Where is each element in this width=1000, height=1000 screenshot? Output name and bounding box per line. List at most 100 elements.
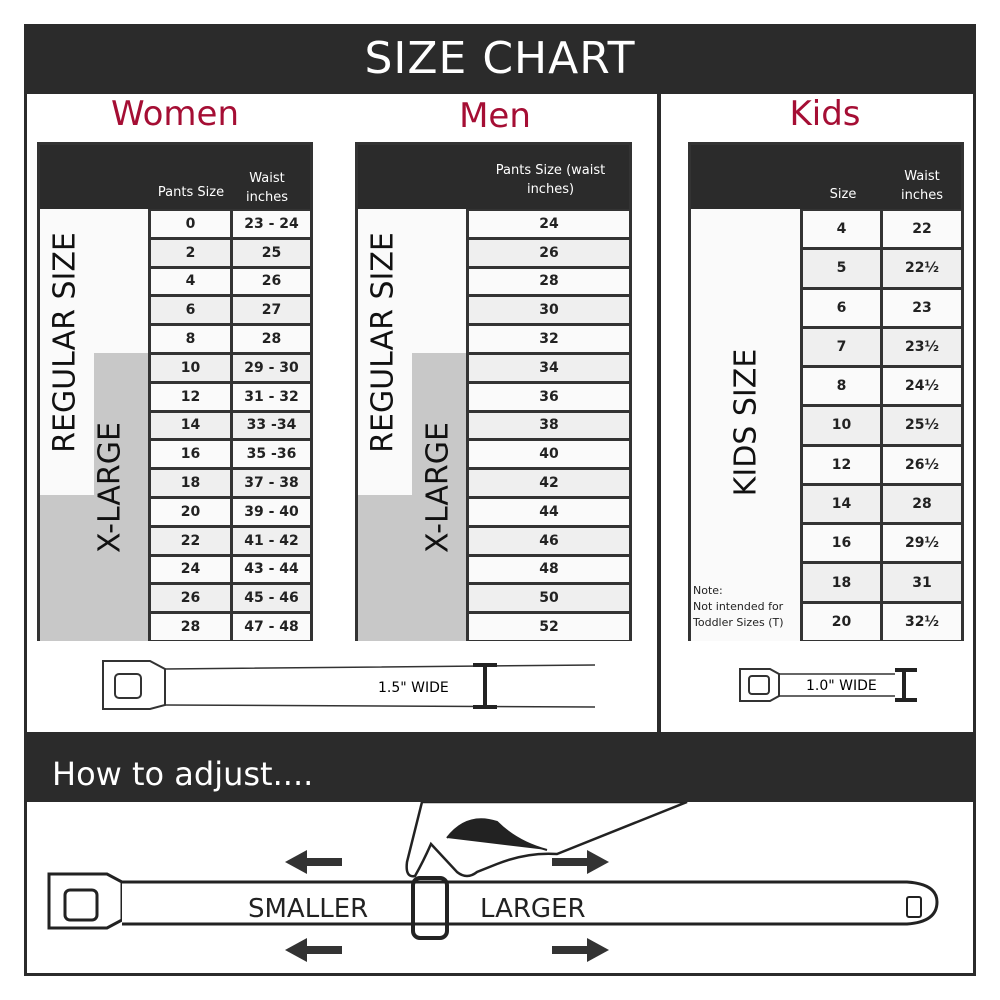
note-title: Note: [693, 584, 723, 597]
women-pants-size-cell: 10 [151, 355, 230, 381]
kids-size-cell: 8 [803, 368, 880, 405]
women-waist-cell: 41 - 42 [233, 527, 310, 554]
women-pants-size-cell: 8 [151, 326, 230, 352]
larger-label: LARGER [480, 894, 586, 924]
women-pants-size-cell: 4 [151, 268, 230, 295]
kids-waist-cell: 24½ [883, 368, 961, 405]
women-pants-size-cell: 28 [151, 614, 230, 640]
women-belt-width-label: 1.5" WIDE [378, 680, 449, 696]
women-pants-size-cell: 20 [151, 499, 230, 525]
kids-size-cell: 14 [803, 485, 880, 523]
men-pants-size-cell: 44 [469, 499, 629, 525]
men-pants-size-cell: 52 [469, 614, 629, 640]
page-title: SIZE CHART [24, 24, 976, 94]
kids-col-size: Size [829, 187, 857, 202]
kids-heading: Kids [789, 94, 861, 134]
women-xlarge-block-lower [40, 495, 148, 641]
kids-size-cell: 7 [803, 328, 880, 366]
women-waist-cell: 27 [233, 297, 310, 324]
kids-waist-cell: 29½ [883, 525, 961, 562]
men-xlarge-block-lower [358, 495, 466, 641]
kids-size-cell: 10 [803, 407, 880, 444]
kids-size-cell: 12 [803, 446, 880, 483]
women-regular-label: REGULAR SIZE [47, 232, 83, 453]
kids-waist-cell: 25½ [883, 407, 961, 444]
women-pants-size-cell: 24 [151, 556, 230, 583]
kids-note: Note: Not intended for Toddler Sizes (T) [693, 583, 798, 631]
kids-col-waist: Waist inches [900, 169, 943, 203]
women-waist-cell: 47 - 48 [233, 614, 310, 640]
women-pants-size-cell: 0 [151, 211, 230, 237]
women-pants-size-cell: 18 [151, 470, 230, 496]
women-waist-cell: 23 - 24 [233, 211, 310, 237]
adjust-illustration [47, 802, 939, 962]
men-pants-size-cell: 26 [469, 239, 629, 266]
kids-waist-cell: 23½ [883, 328, 961, 366]
kids-waist-cell: 28 [883, 485, 961, 523]
women-heading: Women [110, 94, 239, 134]
women-waist-cell: 37 - 38 [233, 470, 310, 496]
kids-waist-cell: 23 [883, 289, 961, 326]
kids-size-cell: 18 [803, 564, 880, 601]
women-pants-size-cell: 6 [151, 297, 230, 324]
women-pants-size-cell: 16 [151, 441, 230, 468]
men-pants-size-cell: 48 [469, 556, 629, 583]
kids-waist-cell: 22½ [883, 250, 961, 287]
how-to-adjust-heading: How to adjust.... [24, 732, 976, 802]
women-pants-size-cell: 2 [151, 239, 230, 266]
kids-side-label: KIDS SIZE [728, 348, 764, 497]
men-pants-size-cell: 28 [469, 268, 629, 295]
arrow-left-icon [285, 850, 342, 874]
kids-belt-width-label: 1.0" WIDE [806, 678, 877, 694]
arrow-right-icon [552, 850, 609, 874]
kids-side-block [691, 209, 800, 641]
men-pants-size-cell: 46 [469, 527, 629, 554]
men-regular-label: REGULAR SIZE [365, 232, 401, 453]
kids-size-cell: 5 [803, 250, 880, 287]
women-waist-cell: 35 -36 [233, 441, 310, 468]
men-size-table: Pants Size (waist inches) REGULAR SIZE X… [355, 142, 632, 641]
women-pants-size-cell: 26 [151, 585, 230, 612]
men-pants-size-cell: 38 [469, 412, 629, 439]
kids-waist-cell: 32½ [883, 603, 961, 640]
kids-size-cell: 6 [803, 289, 880, 326]
women-waist-cell: 33 -34 [233, 412, 310, 439]
women-belt-width-illustration [102, 660, 596, 710]
men-pants-size-cell: 42 [469, 470, 629, 496]
slider-buckle-icon [411, 876, 449, 940]
kids-waist-cell: 22 [883, 211, 961, 248]
women-pants-size-cell: 12 [151, 383, 230, 410]
men-pants-size-cell: 50 [469, 585, 629, 612]
women-waist-cell: 29 - 30 [233, 355, 310, 381]
kids-table-header: Size Waist inches [691, 145, 961, 209]
men-heading: Men [459, 96, 531, 136]
women-waist-cell: 26 [233, 268, 310, 295]
men-pants-size-cell: 34 [469, 355, 629, 381]
women-waist-cell: 28 [233, 326, 310, 352]
women-waist-cell: 31 - 32 [233, 383, 310, 410]
arrow-right-icon-lower [552, 938, 609, 962]
women-table-header: Pants Size Waist inches [40, 145, 310, 209]
men-pants-size-cell: 40 [469, 441, 629, 468]
women-waist-cell: 39 - 40 [233, 499, 310, 525]
women-col-pants-size: Pants Size [157, 185, 225, 200]
kids-belt-width-illustration [739, 668, 917, 702]
women-pants-size-cell: 22 [151, 527, 230, 554]
kids-size-cell: 16 [803, 525, 880, 562]
men-pants-size-cell: 36 [469, 383, 629, 410]
kids-waist-cell: 31 [883, 564, 961, 601]
kids-waist-cell: 26½ [883, 446, 961, 483]
smaller-label: SMALLER [248, 894, 369, 924]
women-pants-size-cell: 14 [151, 412, 230, 439]
women-waist-cell: 45 - 46 [233, 585, 310, 612]
men-col-pants-size: Pants Size (waist inches) [495, 163, 606, 197]
hand-icon [405, 802, 688, 878]
arrow-left-icon-lower [285, 938, 342, 962]
men-xlarge-label: X-LARGE [420, 422, 456, 553]
belt-strap [122, 880, 939, 926]
women-col-waist: Waist inches [245, 171, 288, 205]
men-pants-size-cell: 30 [469, 297, 629, 324]
women-size-table: Pants Size Waist inches REGULAR SIZE X-L… [37, 142, 313, 641]
kids-size-table: Size Waist inches KIDS SIZE Note: Not int… [688, 142, 964, 641]
kids-size-cell: 4 [803, 211, 880, 248]
